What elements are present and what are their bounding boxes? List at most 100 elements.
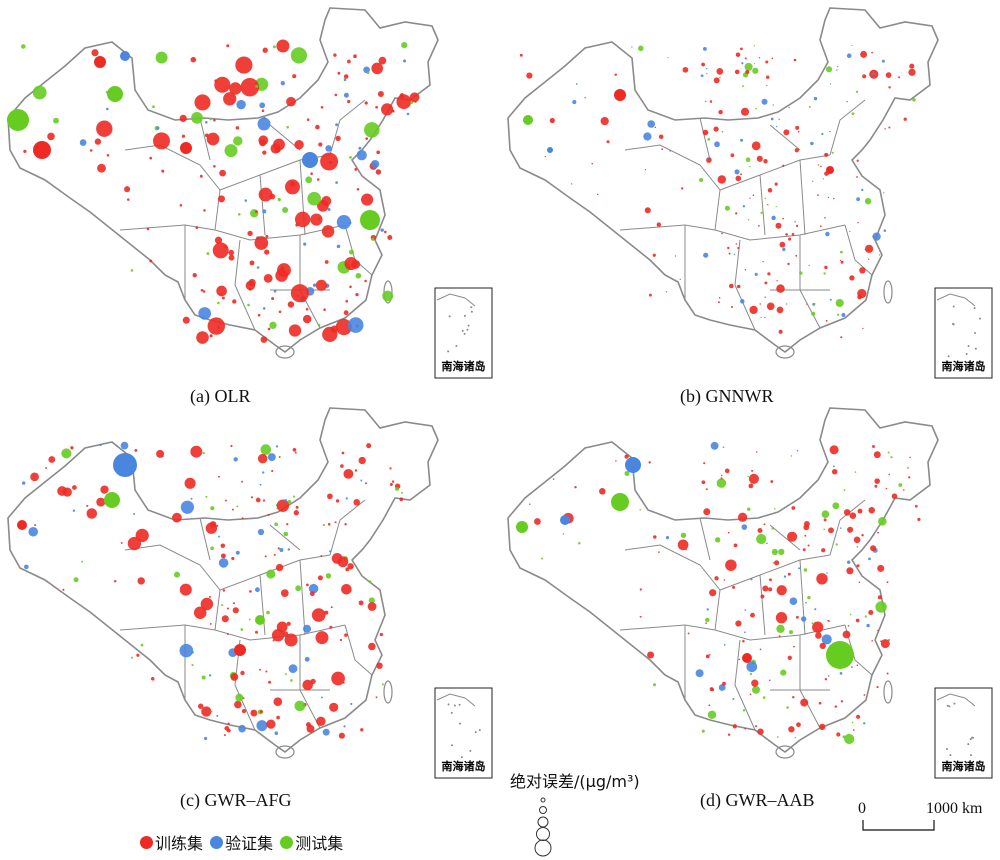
station-marker-train — [840, 700, 844, 703]
station-marker-train — [534, 518, 541, 525]
station-marker-train — [849, 512, 857, 519]
station-marker-train — [846, 567, 854, 575]
station-marker-test — [274, 522, 279, 527]
station-marker-train — [271, 297, 275, 301]
station-marker-test — [843, 489, 846, 492]
station-marker-test — [624, 470, 630, 477]
station-marker-train — [267, 327, 271, 331]
station-marker-validation — [789, 597, 798, 606]
station-marker-train — [137, 577, 145, 585]
station-marker-test — [541, 557, 544, 560]
station-marker-validation — [847, 560, 851, 564]
station-marker-test — [224, 144, 238, 158]
station-marker-train — [776, 284, 785, 293]
station-marker-train — [184, 477, 196, 489]
station-marker-train — [377, 91, 384, 97]
station-marker-test — [778, 548, 785, 556]
station-marker-train — [748, 473, 759, 484]
test-dot-icon — [280, 835, 294, 849]
station-marker-train — [254, 236, 269, 250]
station-marker-train — [791, 232, 795, 236]
china-map — [7, 407, 439, 759]
station-marker-test — [760, 211, 763, 214]
station-marker-train — [776, 280, 778, 282]
station-marker-train — [749, 197, 751, 199]
station-marker-test — [130, 269, 134, 272]
station-marker-train — [725, 559, 737, 571]
station-marker-train — [366, 443, 372, 449]
station-marker-train — [91, 49, 99, 57]
inset-label: 南海诸岛 — [442, 759, 486, 773]
south-sea-inset-frame — [434, 287, 493, 379]
station-marker-train — [305, 722, 312, 728]
station-marker-train — [309, 591, 315, 597]
station-marker-train — [235, 56, 253, 74]
station-marker-validation — [218, 558, 229, 568]
station-marker-train — [399, 93, 405, 99]
station-marker-validation — [279, 548, 284, 552]
station-marker-validation — [244, 199, 248, 202]
station-marker-test — [811, 622, 814, 625]
station-marker-train — [871, 51, 873, 54]
station-marker-test — [764, 197, 767, 200]
station-marker-train — [228, 254, 235, 261]
inset-island-mark — [450, 711, 453, 714]
station-marker-train — [213, 118, 216, 122]
station-marker-train — [829, 130, 831, 133]
station-marker-test — [240, 628, 244, 631]
station-marker-validation — [733, 253, 736, 256]
station-marker-train — [212, 242, 229, 259]
station-marker-train — [311, 608, 326, 622]
province-boundary — [119, 624, 216, 631]
station-marker-validation — [288, 664, 298, 673]
station-marker-validation — [821, 132, 824, 136]
station-marker-train — [857, 221, 859, 224]
station-marker-train — [315, 279, 327, 291]
station-marker-train — [714, 576, 719, 581]
station-marker-validation — [744, 609, 747, 611]
station-marker-train — [584, 96, 586, 99]
station-marker-train — [150, 677, 155, 681]
station-marker-validation — [275, 445, 279, 448]
station-marker-train — [750, 612, 755, 618]
station-marker-train — [381, 103, 394, 116]
station-marker-train — [302, 679, 313, 691]
province-boundary — [799, 559, 806, 636]
station-marker-validation — [766, 84, 768, 87]
dataset-legend: 训练集 验证集 测试集 — [140, 830, 345, 854]
station-marker-test — [747, 219, 750, 221]
station-marker-train — [785, 233, 788, 236]
station-marker-train — [344, 633, 348, 637]
station-marker-test — [680, 532, 687, 538]
station-marker-train — [347, 59, 351, 64]
station-marker-train — [767, 188, 773, 193]
station-marker-test — [762, 696, 766, 699]
station-marker-train — [294, 451, 297, 454]
station-marker-validation — [836, 65, 839, 68]
station-marker-test — [701, 729, 705, 733]
station-marker-train — [705, 654, 710, 659]
station-marker-train — [320, 106, 324, 109]
province-boundary — [719, 154, 831, 191]
station-marker-validation — [872, 534, 875, 536]
station-marker-train — [57, 486, 67, 496]
station-marker-train — [190, 56, 197, 63]
station-marker-train — [600, 116, 609, 126]
station-marker-train — [343, 310, 349, 316]
station-marker-train — [817, 194, 819, 196]
station-marker-train — [387, 235, 393, 240]
station-marker-train — [639, 615, 642, 618]
station-marker-test — [205, 495, 208, 498]
size-legend-circle-2 — [539, 806, 547, 814]
inset-island-mark — [450, 744, 453, 747]
station-marker-test — [401, 491, 404, 494]
station-marker-train — [825, 319, 828, 322]
province-boundary — [124, 544, 221, 631]
station-marker-train — [658, 134, 664, 140]
station-marker-train — [391, 480, 395, 483]
station-marker-train — [337, 556, 349, 568]
station-marker-train — [857, 294, 862, 300]
station-marker-train — [718, 109, 723, 115]
inset-label: 南海诸岛 — [942, 759, 986, 773]
station-marker-test — [260, 444, 272, 455]
